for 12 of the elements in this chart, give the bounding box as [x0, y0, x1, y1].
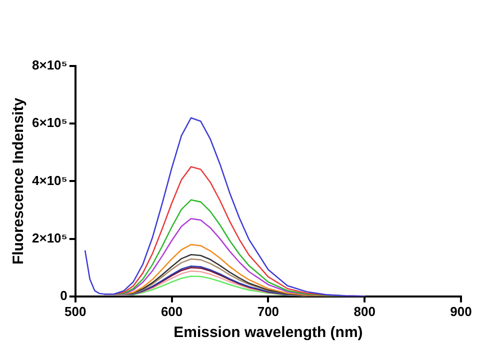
y-tick-label: 8×10⁵: [32, 58, 68, 73]
x-tick-label: 800: [354, 304, 376, 319]
x-tick-label: 600: [160, 304, 183, 319]
x-axis-title: Emission wavelength (nm): [174, 324, 363, 342]
y-tick-label: 2×10⁵: [32, 230, 68, 246]
x-tick-label: 900: [450, 304, 472, 319]
x-tick-label: 500: [64, 304, 86, 319]
y-tick-label: 6×10⁵: [32, 115, 68, 130]
y-axis-title: Fluorescence Indensity: [10, 97, 28, 265]
x-tick-label: 700: [257, 304, 280, 319]
y-tick-label: 0: [60, 288, 68, 303]
y-tick-label: 4×10⁵: [32, 172, 68, 188]
